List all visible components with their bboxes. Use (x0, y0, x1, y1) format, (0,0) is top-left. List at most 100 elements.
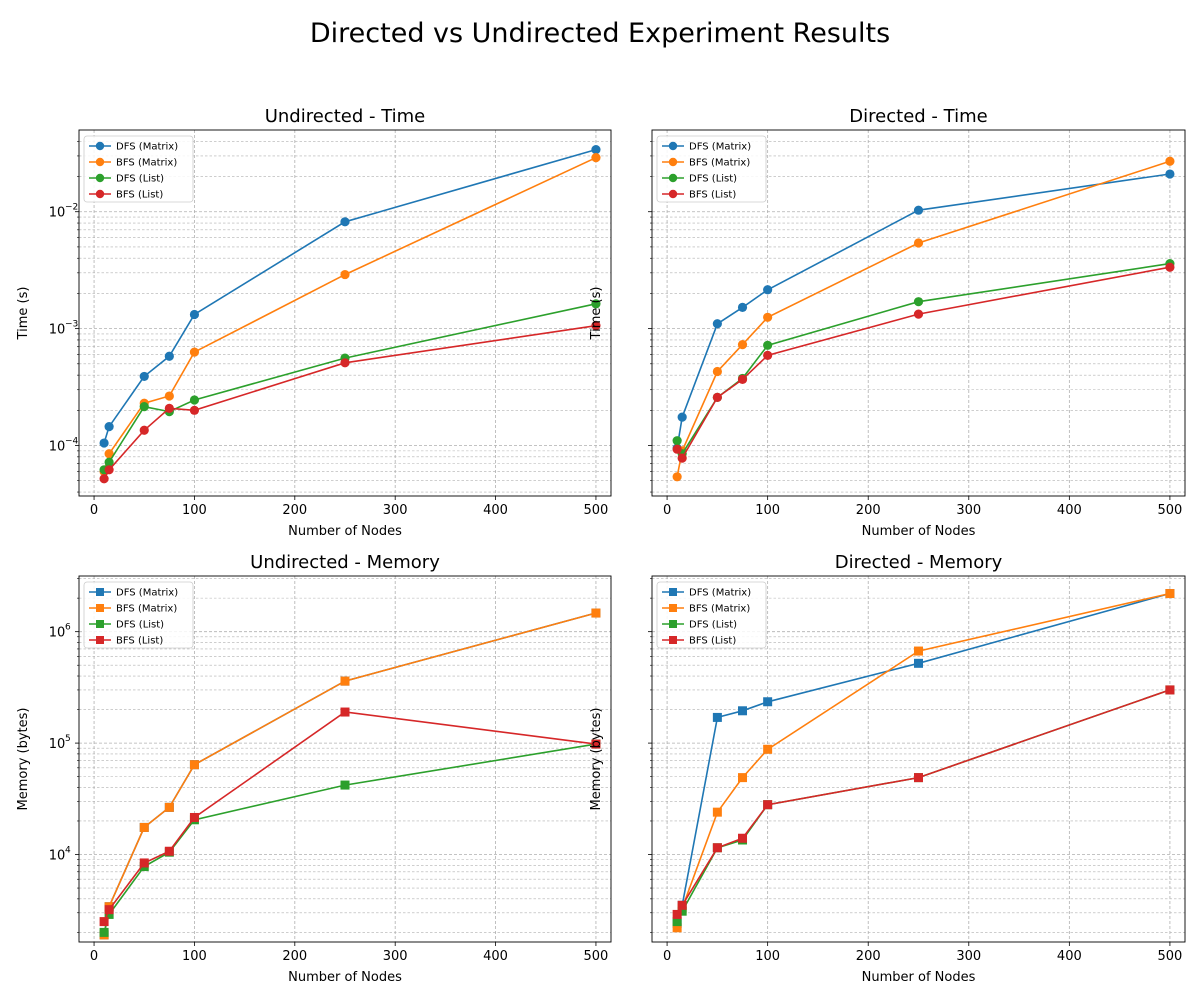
data-point (1165, 169, 1175, 179)
legend-label: DFS (Matrix) (689, 142, 751, 153)
data-point (913, 205, 924, 215)
panel-4: 0 100 200 300 400 500 Directed - Memory Number … (589, 552, 1186, 985)
data-point (737, 374, 748, 384)
legend-marker (95, 173, 105, 183)
y-tick-label: 10 (49, 626, 66, 641)
legend-item: BFS (Matrix) (89, 604, 177, 615)
x-tick-label: 0 (90, 949, 98, 964)
series-bfs-list (99, 707, 601, 927)
x-tick-label: 200 (282, 949, 307, 964)
legend: DFS (Matrix) BFS (Matrix) DFS (List) BFS (L… (83, 581, 194, 649)
series-bfs-list (672, 685, 1175, 919)
legend-marker (668, 157, 678, 167)
x-tick-label: 200 (856, 949, 881, 964)
data-point (672, 444, 682, 454)
y-tick-exponent: 4 (65, 846, 71, 856)
data-point (99, 927, 109, 937)
data-point (164, 391, 174, 401)
x-axis-label: Number of Nodes (862, 524, 976, 539)
data-point (340, 217, 350, 227)
x-tick-label: 400 (483, 949, 508, 964)
data-point (712, 319, 722, 329)
x-tick-label: 100 (755, 949, 780, 964)
data-point (737, 302, 748, 312)
panel-title: Directed - Memory (835, 552, 1003, 573)
x-tick-label: 400 (1057, 503, 1082, 518)
data-point (763, 285, 773, 295)
x-tick-label: 500 (1158, 503, 1183, 518)
y-tick-exponent: 5 (65, 734, 71, 744)
data-point (139, 402, 149, 412)
legend-marker (96, 588, 104, 596)
data-point (672, 917, 682, 927)
legend-label: DFS (Matrix) (116, 588, 178, 599)
data-point (738, 773, 748, 783)
data-point (340, 707, 350, 717)
legend-marker (668, 173, 678, 183)
axes-frame (651, 129, 1186, 497)
y-axis-label: Time (s) (16, 287, 31, 341)
legend-item: BFS (Matrix) (662, 158, 750, 169)
data-point (712, 807, 722, 817)
data-point (712, 392, 722, 403)
data-point (164, 846, 174, 856)
data-point (104, 905, 114, 915)
data-point (672, 909, 682, 919)
legend-label: BFS (List) (116, 190, 163, 201)
data-point (189, 347, 200, 357)
legend-label: BFS (Matrix) (116, 604, 177, 615)
data-point (913, 297, 924, 307)
series-dfs-matrix (99, 144, 601, 448)
x-tick-label: 300 (383, 503, 408, 518)
data-point (139, 425, 149, 435)
x-tick-label: 300 (383, 949, 408, 964)
x-tick-label: 400 (483, 503, 508, 518)
y-tick-exponent: −2 (65, 203, 78, 213)
x-tick-label: 200 (856, 503, 881, 518)
legend-box (656, 581, 767, 649)
x-tick-label: 400 (1057, 949, 1082, 964)
data-point (591, 144, 601, 155)
legend-item: BFS (List) (662, 636, 736, 647)
legend-marker (669, 636, 677, 644)
legend-label: DFS (List) (116, 620, 164, 631)
data-point (763, 312, 773, 322)
legend-marker (668, 141, 678, 151)
data-point (104, 909, 114, 919)
data-point (672, 436, 682, 446)
legend-marker (669, 620, 677, 628)
data-point (763, 340, 773, 350)
data-point (1165, 262, 1175, 272)
legend-marker (96, 604, 104, 612)
data-point (1165, 685, 1175, 695)
data-point (99, 474, 109, 484)
legend-label: BFS (List) (689, 636, 736, 647)
y-tick-label: 10 (49, 849, 66, 864)
legend-marker (669, 588, 677, 596)
legend-marker (96, 636, 104, 644)
legend-item: DFS (List) (89, 620, 164, 631)
legend-label: BFS (List) (689, 190, 736, 201)
panel-title: Undirected - Memory (250, 552, 440, 573)
data-point (763, 744, 773, 754)
data-point (677, 453, 687, 463)
legend-label: BFS (Matrix) (116, 158, 177, 169)
legend-item: BFS (Matrix) (662, 604, 750, 615)
axes-frame (78, 129, 612, 497)
data-point (189, 395, 200, 405)
data-point (763, 800, 773, 810)
x-tick-label: 500 (1158, 949, 1183, 964)
legend-item: BFS (List) (89, 636, 163, 647)
data-point (712, 712, 722, 722)
legend-label: DFS (List) (689, 174, 737, 185)
data-point (763, 697, 773, 707)
data-point (139, 371, 149, 382)
legend-item: DFS (Matrix) (89, 142, 178, 153)
data-point (340, 358, 350, 368)
legend-item: DFS (Matrix) (662, 142, 751, 153)
data-point (340, 780, 350, 790)
data-point (104, 422, 114, 432)
legend-item: DFS (List) (662, 174, 737, 185)
data-point (677, 906, 687, 916)
